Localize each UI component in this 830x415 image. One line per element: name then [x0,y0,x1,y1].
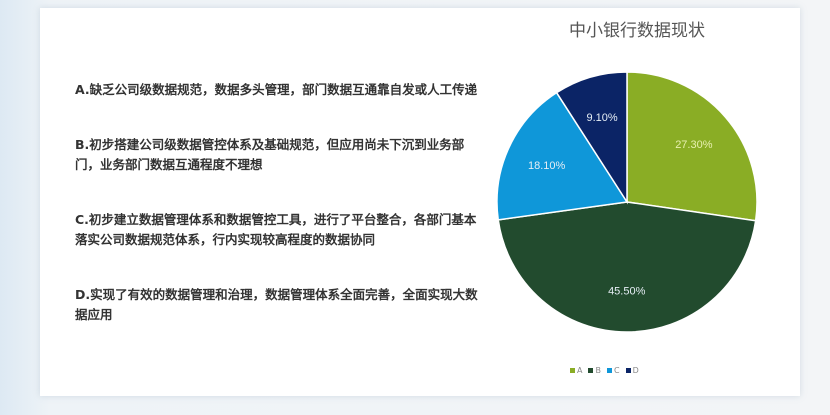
data-label-b: 45.50% [608,285,646,297]
pie-slice-d [555,71,628,205]
pie-slice-a [626,71,758,222]
description-a: A.缺乏公司级数据规范，数据多头管理，部门数据互通靠自发或人工传递 [75,82,478,97]
description-list: A.缺乏公司级数据规范，数据多头管理，部门数据互通靠自发或人工传递 B.初步搭建… [75,80,480,360]
legend-item-d: D [625,366,639,375]
legend-swatch [625,368,631,373]
legend-swatch [570,368,575,373]
description-c: C.初步建立数据管理体系和数据管控工具，进行了平台整合，各部门基本落实公司数据规… [75,212,477,247]
pie-slice-c [496,91,629,221]
legend-label: C [613,366,620,375]
legend-label: A [577,366,583,375]
legend-item-b: B [588,366,601,375]
legend-label: B [595,366,601,375]
legend-item-c: C [606,366,620,375]
legend-swatch [606,368,612,373]
legend: A B C D [570,366,639,375]
description-d: D.实现了有效的数据管理和治理，数据管理体系全面完善，全面实现大数据应用 [75,287,478,322]
legend-item-a: A [570,366,582,375]
legend-label: D [632,366,639,375]
data-label-a: 27.30% [675,139,713,151]
description-b: B.初步搭建公司级数据管控体系及基础规范，但应用尚未下沉到业务部门，业务部门数据… [75,137,465,172]
legend-swatch [588,368,594,373]
data-label-d: 9.10% [586,112,617,124]
pie-slice-b [497,201,757,333]
chart-title: 中小银行数据现状 [569,21,705,41]
data-label-c: 18.10% [528,160,566,172]
